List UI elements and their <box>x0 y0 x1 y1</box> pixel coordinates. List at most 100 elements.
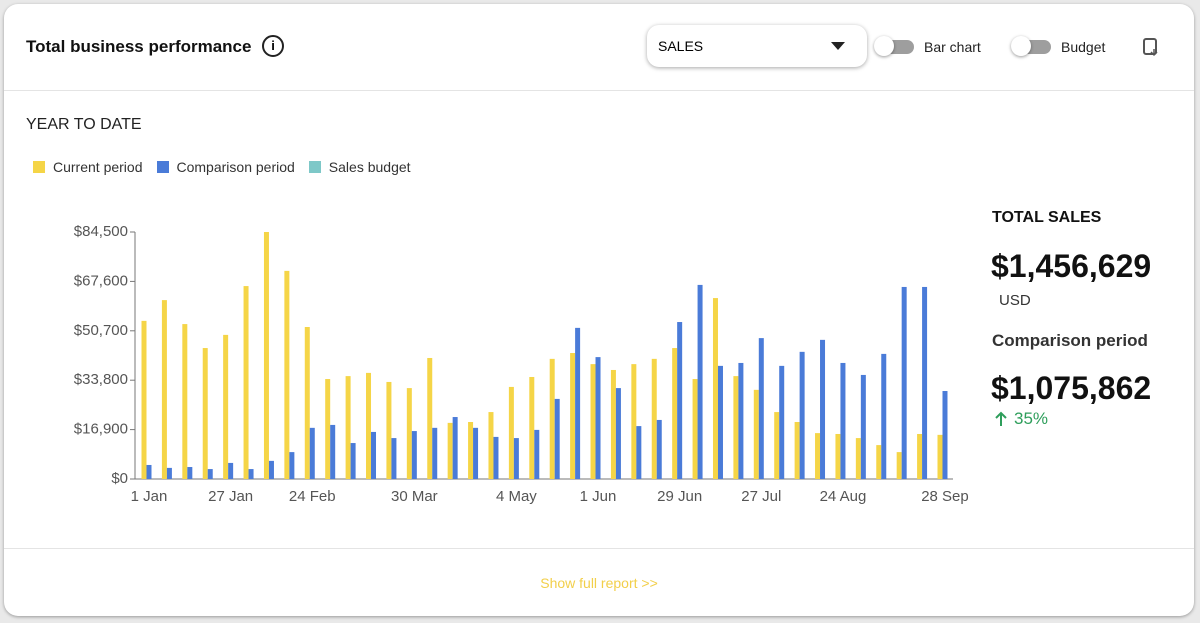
bar <box>391 438 397 479</box>
dropdown-caret <box>831 42 845 50</box>
bar <box>248 469 254 479</box>
bar <box>876 445 882 479</box>
legend-swatch <box>308 161 321 173</box>
bar <box>855 438 861 479</box>
bar <box>733 376 739 479</box>
bar <box>570 353 576 479</box>
header-title: Total business performance <box>26 37 252 56</box>
bar <box>860 374 866 479</box>
y-tick-label: $33,800 <box>74 371 128 388</box>
bar <box>513 438 519 479</box>
y-tick-label: $16,900 <box>74 421 128 438</box>
toggle[interactable] <box>874 36 914 56</box>
legend-swatch <box>33 161 45 173</box>
section-label: YEAR TO DATE <box>26 116 142 133</box>
bar <box>712 298 718 479</box>
y-tick-label: $67,600 <box>74 272 128 289</box>
bar <box>447 422 453 479</box>
bar <box>386 381 392 479</box>
bar <box>146 464 152 479</box>
y-tick-label: $50,700 <box>74 322 128 339</box>
bar <box>799 351 805 479</box>
bar <box>202 348 208 479</box>
bar <box>697 284 703 479</box>
legend-label: Comparison period <box>176 159 295 175</box>
toggle[interactable] <box>1011 36 1051 56</box>
bar <box>738 362 744 479</box>
bar <box>289 452 295 479</box>
bar <box>820 339 826 479</box>
legend-label: Sales budget <box>328 159 411 175</box>
full-report-link[interactable]: Show full report >> <box>540 575 658 591</box>
bar <box>473 427 479 479</box>
bar <box>268 460 274 479</box>
bar <box>468 422 474 479</box>
y-tick-label: $0 <box>111 470 128 487</box>
bar <box>493 436 499 479</box>
legend-swatch <box>156 161 169 173</box>
chart: $0 $16,900 $33,800 $50,700 $67,600 $84,500 1 J… <box>74 223 969 505</box>
bar <box>610 369 616 479</box>
bar <box>692 379 698 479</box>
bar <box>207 469 213 479</box>
bar <box>427 357 433 479</box>
bar <box>534 429 540 479</box>
bar <box>406 388 412 479</box>
bar <box>615 388 621 479</box>
bar <box>753 389 759 479</box>
change-value: 35% <box>1014 409 1049 428</box>
bar <box>840 362 846 479</box>
x-tick-label: 4 May <box>496 488 537 505</box>
bar <box>182 324 188 479</box>
bar <box>937 434 943 479</box>
bar <box>717 365 723 479</box>
bar <box>758 338 764 479</box>
legend-item: Comparison period <box>156 159 295 175</box>
info-icon[interactable]: i <box>262 35 284 57</box>
bar <box>371 431 377 479</box>
bar <box>896 452 902 479</box>
dropdown-value: SALES <box>658 38 704 54</box>
bar <box>549 358 555 479</box>
bar <box>411 431 417 479</box>
y-tick-label: $84,500 <box>74 223 128 240</box>
bar <box>309 427 315 479</box>
bar <box>161 300 167 479</box>
total-value: $1,456,629 <box>991 248 1152 284</box>
bar <box>243 286 249 479</box>
bar <box>529 376 535 479</box>
bar <box>366 372 372 479</box>
bar <box>432 427 438 479</box>
currency: USD <box>999 292 1031 309</box>
bar <box>554 398 560 479</box>
comparison-label: Comparison period <box>992 331 1148 350</box>
arrow-shape <box>995 411 1007 426</box>
comparison-value: $1,075,862 <box>991 370 1152 406</box>
x-tick-label: 24 Aug <box>820 488 867 505</box>
export-icon[interactable] <box>1141 37 1161 57</box>
bar <box>223 334 229 479</box>
bar <box>452 417 458 479</box>
bar <box>304 327 310 479</box>
divider <box>4 548 1194 549</box>
bar <box>917 433 923 479</box>
bar <box>590 364 596 479</box>
icon-shape <box>1150 49 1158 57</box>
bar <box>187 467 193 479</box>
bar <box>488 412 494 479</box>
bar <box>350 443 356 479</box>
legend-label: Current period <box>53 159 143 175</box>
summary-title: TOTAL SALES <box>992 209 1102 226</box>
bar <box>228 462 234 479</box>
bar <box>835 433 841 479</box>
x-tick-label: 27 Jan <box>208 488 253 505</box>
bar <box>942 391 948 479</box>
toggle-knob <box>1011 36 1031 56</box>
bar <box>881 353 887 479</box>
bar <box>774 412 780 479</box>
x-tick-label: 1 Jan <box>131 488 168 505</box>
dropdown[interactable]: SALES <box>647 25 867 67</box>
bar <box>284 270 290 479</box>
bar <box>263 232 269 479</box>
bar <box>636 426 642 479</box>
